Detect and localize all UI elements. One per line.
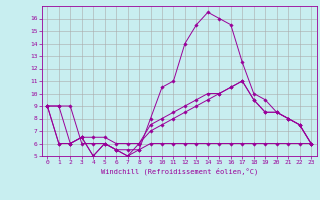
X-axis label: Windchill (Refroidissement éolien,°C): Windchill (Refroidissement éolien,°C) — [100, 168, 258, 175]
